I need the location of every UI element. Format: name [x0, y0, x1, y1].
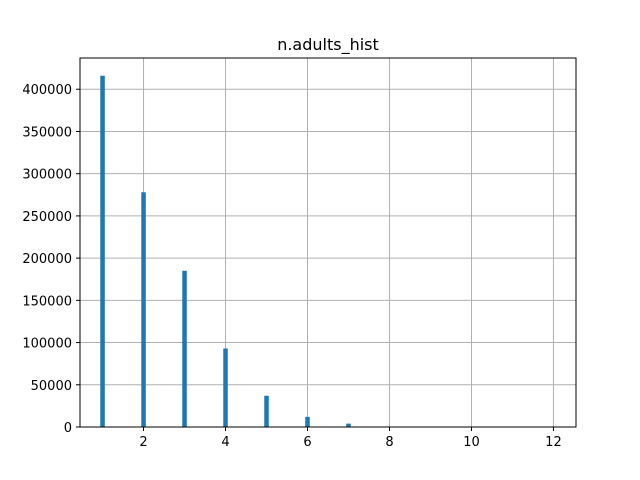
x-axis: 2 4 6 8 10 12	[139, 427, 562, 450]
y-tick-label-0: 0	[64, 421, 72, 436]
bar-1	[100, 75, 105, 427]
y-tick-label-7: 350000	[22, 125, 72, 140]
x-tick-label-3: 8	[385, 435, 393, 450]
y-axis: 0 50000 100000 150000 200000 250000 300000 3500…	[22, 83, 80, 436]
grid	[80, 58, 576, 428]
x-tick-label-1: 4	[221, 435, 229, 450]
y-tick-label-5: 250000	[22, 210, 72, 225]
x-tick-label-2: 6	[303, 435, 311, 450]
y-tick-label-3: 150000	[22, 294, 72, 309]
bar-6	[305, 416, 310, 427]
x-tick-label-0: 2	[139, 435, 147, 450]
y-tick-label-1: 50000	[31, 379, 72, 394]
x-tick-label-5: 12	[545, 435, 562, 450]
y-tick-label-4: 200000	[22, 252, 72, 267]
bar-4	[223, 348, 228, 427]
y-tick-label-8: 400000	[22, 83, 72, 98]
bar-5	[264, 395, 269, 427]
bar-2	[141, 192, 146, 427]
y-tick-label-6: 300000	[22, 168, 72, 183]
bar-7	[346, 423, 351, 427]
chart-title: n.adults_hist	[277, 35, 379, 55]
axes-frame	[79, 57, 577, 428]
bar-3	[182, 270, 187, 427]
x-tick-label-4: 10	[463, 435, 480, 450]
y-tick-label-2: 100000	[22, 337, 72, 352]
